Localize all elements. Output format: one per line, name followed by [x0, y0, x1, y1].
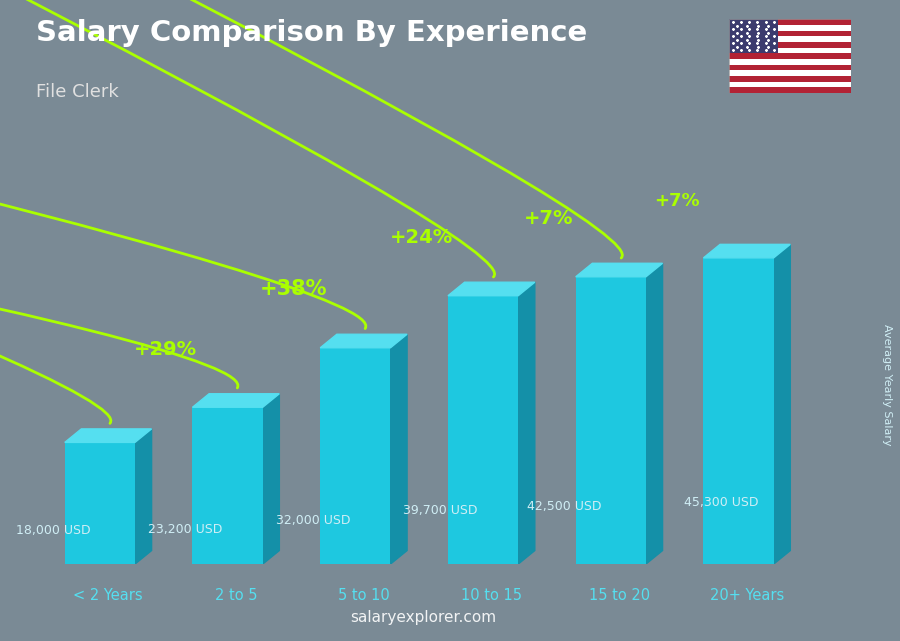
Bar: [320, 348, 391, 564]
Text: +38%: +38%: [259, 279, 328, 299]
Text: 15 to 20: 15 to 20: [589, 588, 650, 603]
Polygon shape: [576, 263, 662, 277]
Bar: [704, 258, 774, 564]
Polygon shape: [704, 244, 790, 258]
Text: 45,300 USD: 45,300 USD: [684, 496, 759, 510]
Bar: [576, 277, 646, 564]
Polygon shape: [448, 282, 535, 296]
Bar: [729, 42, 850, 47]
Bar: [729, 65, 850, 71]
Polygon shape: [391, 334, 407, 564]
Bar: [193, 407, 263, 564]
Bar: [729, 25, 850, 31]
Text: Salary Comparison By Experience: Salary Comparison By Experience: [36, 19, 587, 47]
Text: +29%: +29%: [134, 340, 197, 359]
Polygon shape: [518, 282, 535, 564]
Text: 2 to 5: 2 to 5: [215, 588, 257, 603]
Bar: [729, 71, 850, 76]
Polygon shape: [135, 429, 151, 564]
Polygon shape: [646, 263, 662, 564]
Text: Average Yearly Salary: Average Yearly Salary: [881, 324, 892, 445]
Text: +7%: +7%: [524, 210, 573, 228]
Text: 23,200 USD: 23,200 USD: [148, 523, 222, 536]
Text: < 2 Years: < 2 Years: [74, 588, 143, 603]
Polygon shape: [193, 394, 279, 407]
Bar: [729, 76, 850, 81]
Text: 5 to 10: 5 to 10: [338, 588, 390, 603]
Bar: [729, 47, 850, 53]
Text: 10 to 15: 10 to 15: [461, 588, 522, 603]
Polygon shape: [774, 244, 790, 564]
Bar: [729, 37, 850, 42]
Bar: [729, 19, 850, 25]
Text: 20+ Years: 20+ Years: [710, 588, 784, 603]
Text: 42,500 USD: 42,500 USD: [527, 500, 602, 513]
Polygon shape: [65, 429, 151, 442]
Text: 32,000 USD: 32,000 USD: [275, 514, 350, 528]
Text: salaryexplorer.com: salaryexplorer.com: [350, 610, 496, 625]
Polygon shape: [263, 394, 279, 564]
Text: File Clerk: File Clerk: [36, 83, 119, 101]
Text: +24%: +24%: [390, 228, 453, 247]
Bar: [729, 53, 850, 59]
Text: +7%: +7%: [653, 192, 699, 210]
Bar: [729, 81, 850, 87]
Text: 39,700 USD: 39,700 USD: [403, 504, 478, 517]
Bar: [729, 19, 778, 53]
Bar: [448, 296, 518, 564]
Bar: [729, 59, 850, 65]
Polygon shape: [320, 334, 407, 348]
Bar: [65, 442, 135, 564]
Bar: [729, 31, 850, 37]
Text: 18,000 USD: 18,000 USD: [16, 524, 91, 537]
Bar: [729, 87, 850, 93]
